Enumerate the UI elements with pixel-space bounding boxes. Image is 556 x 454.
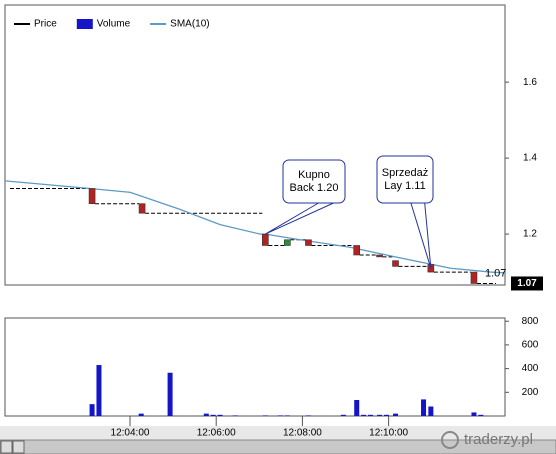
volume-bar (305, 415, 311, 416)
volume-bar (471, 412, 477, 416)
volume-bar (393, 413, 399, 416)
candle (470, 271, 478, 284)
y-tick-label: 1.6 (523, 77, 537, 88)
scroll-right-button[interactable] (12, 440, 25, 454)
candle (262, 233, 269, 246)
volume-bar (478, 414, 484, 416)
price-pane (4, 4, 506, 286)
watermark: traderzy.pl (464, 431, 533, 448)
y-tick-label: 200 (522, 387, 539, 398)
callout-pointer (265, 201, 336, 235)
volume-pane (4, 317, 506, 417)
scroll-left-button[interactable] (0, 440, 13, 454)
volume-bar (284, 415, 290, 416)
volume-bar (354, 400, 360, 416)
last-value-label: 1.07 (485, 267, 506, 279)
callout-box (282, 159, 346, 204)
volume-bar (383, 414, 389, 416)
volume-bar (262, 415, 268, 416)
y-tick-label: 1.2 (523, 229, 537, 240)
x-tick-label: 12:04:00 (111, 428, 150, 439)
watermark-logo (441, 431, 459, 449)
volume-bar (232, 415, 238, 416)
x-tick-label: 12:06:00 (197, 428, 236, 439)
y-tick-label: 600 (522, 340, 539, 351)
volume-bar (428, 406, 434, 416)
candle (376, 254, 383, 258)
y-tick-label: 800 (522, 316, 539, 327)
last-value-box (511, 276, 543, 291)
y-tick-label: 400 (522, 363, 539, 374)
candle (138, 203, 146, 214)
volume-bar (377, 414, 383, 416)
volume-bar (167, 372, 173, 416)
callout-text: Kupno (298, 169, 330, 181)
volume-bar (421, 399, 427, 416)
candle (353, 245, 361, 256)
volume-bar (217, 414, 223, 416)
legend-label: Volume (97, 19, 131, 30)
x-tick-label: 12:10:00 (369, 428, 408, 439)
legend-swatch (76, 19, 93, 29)
callout-pointer (410, 201, 432, 269)
volume-bar (89, 404, 95, 416)
last-value-tag: 1.07 (517, 278, 537, 289)
volume-bar (203, 413, 209, 416)
x-tick-label: 12:08:00 (283, 428, 322, 439)
time-axis-band (0, 426, 556, 440)
volume-bar (96, 365, 102, 416)
callout-text: Lay 1.11 (384, 180, 425, 192)
callout-text: Sprzedaż (382, 167, 428, 179)
candle (392, 260, 399, 267)
scrollbar[interactable] (0, 439, 556, 454)
legend-label: Price (34, 19, 57, 30)
volume-bar (277, 415, 283, 416)
y-tick-label: 1.4 (523, 153, 537, 164)
volume-bar (361, 414, 367, 416)
legend-label: SMA(10) (170, 19, 209, 30)
callout-box (376, 155, 434, 204)
candle (88, 188, 96, 204)
candle (284, 239, 291, 246)
volume-bar (210, 414, 216, 416)
callout-text: Back 1.20 (290, 182, 339, 194)
candle (305, 239, 312, 246)
volume-bar (368, 414, 374, 416)
volume-bar (340, 414, 346, 416)
volume-bar (138, 413, 144, 416)
